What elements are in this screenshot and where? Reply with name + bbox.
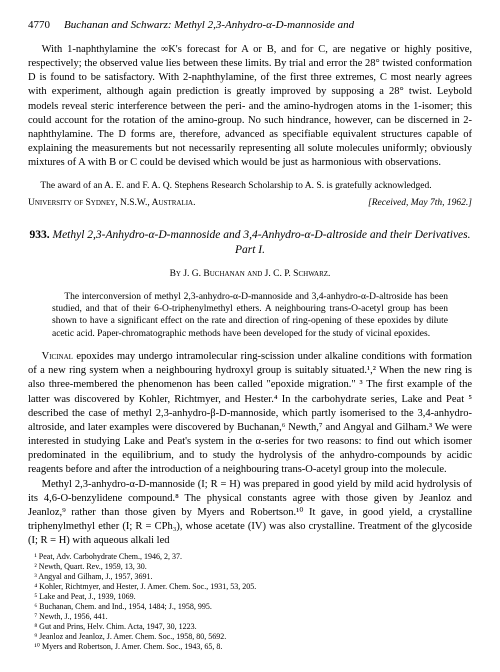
- ref-item: ⁵ Lake and Peat, J., 1939, 1069.: [28, 592, 472, 602]
- affiliation: University of Sydney, N.S.W., Australia.: [28, 197, 195, 210]
- references: ¹ Peat, Adv. Carbohydrate Chem., 1946, 2…: [28, 552, 472, 652]
- article-title: 933. Methyl 2,3-Anhydro-α-D-mannoside an…: [28, 228, 472, 258]
- body-para-2: Methyl 2,3-anhydro-α-D-mannoside (I; R =…: [28, 478, 472, 549]
- lead-word: Vicinal: [42, 351, 73, 362]
- ref-item: ⁷ Newth, J., 1956, 441.: [28, 612, 472, 622]
- authors-text: By J. G. Buchanan and J. C. P. Schwarz.: [170, 269, 331, 279]
- received-date: [Received, May 7th, 1962.]: [368, 197, 472, 210]
- body-para-1: Vicinal epoxides may undergo intramolecu…: [28, 350, 472, 478]
- authors: By J. G. Buchanan and J. C. P. Schwarz.: [28, 268, 472, 281]
- header: 4770 Buchanan and Schwarz: Methyl 2,3-An…: [28, 18, 472, 33]
- ref-item: ¹ Peat, Adv. Carbohydrate Chem., 1946, 2…: [28, 552, 472, 562]
- ref-item: ⁸ Gut and Prins, Helv. Chim. Acta, 1947,…: [28, 622, 472, 632]
- ref-item: ⁹ Jeanloz and Jeanloz, J. Amer. Chem. So…: [28, 632, 472, 642]
- upper-paragraph: With 1-naphthylamine the ∞K's forecast f…: [28, 43, 472, 171]
- page: 4770 Buchanan and Schwarz: Methyl 2,3-An…: [0, 0, 500, 672]
- article-title-text: Methyl 2,3-Anhydro-α-D-mannoside and 3,4…: [53, 229, 471, 256]
- ref-item: ⁴ Kohler, Richtmyer, and Hester, J. Amer…: [28, 582, 472, 592]
- acknowledgement: The award of an A. E. and F. A. Q. Steph…: [28, 180, 472, 193]
- abstract: The interconversion of methyl 2,3-anhydr…: [52, 291, 448, 340]
- ref-item: ¹⁰ Myers and Robertson, J. Amer. Chem. S…: [28, 642, 472, 652]
- body1-rest: epoxides may undergo intramolecular ring…: [28, 351, 472, 475]
- affiliation-line: University of Sydney, N.S.W., Australia.…: [28, 197, 472, 210]
- ref-item: ³ Angyal and Gilham, J., 1957, 3691.: [28, 572, 472, 582]
- running-title: Buchanan and Schwarz: Methyl 2,3-Anhydro…: [64, 18, 354, 33]
- ref-item: ⁶ Buchanan, Chem. and Ind., 1954, 1484; …: [28, 602, 472, 612]
- article-number: 933.: [30, 229, 50, 241]
- ref-item: ² Newth, Quart. Rev., 1959, 13, 30.: [28, 562, 472, 572]
- page-number: 4770: [28, 18, 50, 33]
